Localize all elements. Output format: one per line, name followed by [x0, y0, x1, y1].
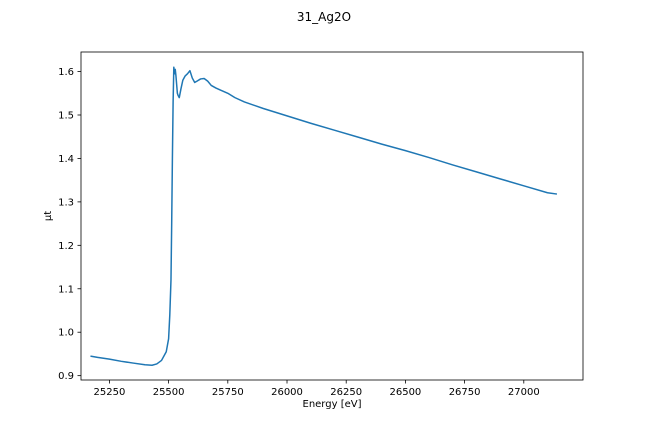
x-tick-label: 26250	[330, 387, 362, 398]
x-tick-label: 26000	[271, 387, 303, 398]
y-tick-label: 1.3	[58, 197, 74, 208]
x-axis: 25250 25500 25750 26000 26250 26500 26750 27000	[94, 380, 540, 398]
y-tick-label: 1.0	[58, 328, 74, 339]
y-tick-label: 0.9	[58, 371, 74, 382]
x-tick-label: 25750	[212, 387, 244, 398]
chart-title: 31_Ag2O	[297, 10, 351, 24]
y-tick-label: 1.5	[58, 110, 74, 121]
plot-area: 25250 25500 25750 26000 26250 26500 26750 27000…	[58, 51, 584, 398]
y-tick-label: 1.2	[58, 241, 74, 252]
y-tick-label: 1.4	[58, 154, 74, 165]
x-tick-label: 25500	[153, 387, 185, 398]
x-axis-label: Energy [eV]	[303, 399, 362, 410]
axes-frame	[80, 51, 584, 381]
x-tick-label: 26500	[389, 387, 421, 398]
y-tick-label: 1.1	[58, 284, 74, 295]
y-axis: 0.9 1.0 1.1 1.2 1.3 1.4 1.5 1.6	[58, 67, 81, 382]
series-line	[90, 66, 558, 366]
y-tick-label: 1.6	[58, 67, 74, 78]
x-tick-label: 26750	[449, 387, 481, 398]
y-axis-label: μt	[43, 211, 54, 221]
x-tick-label: 25250	[94, 387, 126, 398]
x-tick-label: 27000	[508, 387, 540, 398]
